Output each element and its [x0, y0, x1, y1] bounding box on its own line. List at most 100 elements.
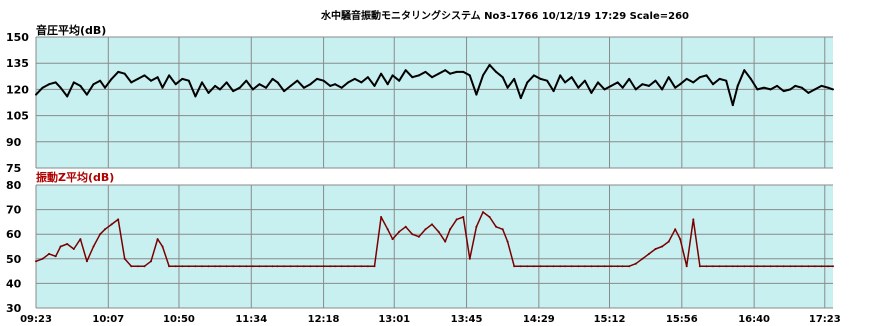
sound-data-point: [104, 86, 106, 89]
sound-data-point: [776, 84, 779, 87]
sound-data-point: [207, 91, 210, 94]
sound-y-tick-label: 150: [6, 31, 29, 44]
sound-data-point: [110, 77, 113, 80]
sound-data-point: [641, 83, 644, 86]
vib-data-point: [674, 228, 677, 231]
sound-data-point: [743, 69, 746, 72]
x-tick-label: 11:34: [235, 314, 267, 325]
sound-data-point: [54, 81, 57, 84]
sound-data-point: [238, 86, 241, 89]
vib-data-point: [380, 216, 383, 218]
x-tick-label: 10:07: [92, 314, 124, 325]
sound-data-point: [271, 77, 274, 80]
sound-data-point: [161, 86, 164, 89]
sound-data-point: [832, 88, 834, 91]
sound-data-point: [539, 77, 542, 80]
vib-data-point: [214, 265, 217, 268]
vib-data-point: [245, 265, 248, 268]
sound-data-point: [219, 88, 221, 91]
vib-data-point: [495, 225, 498, 228]
sound-data-point: [380, 72, 383, 75]
sound-data-point: [731, 104, 734, 107]
sound-data-point: [302, 86, 305, 89]
vib-data-point: [685, 265, 688, 268]
x-tick-label: 15:56: [666, 314, 698, 325]
vib-data-point: [85, 260, 88, 263]
vib-data-point: [104, 228, 106, 231]
sound-data-point: [807, 91, 810, 94]
sound-data-point: [616, 81, 619, 84]
vib-data-point: [194, 265, 197, 268]
sound-data-point: [366, 76, 369, 79]
vib-data-point: [583, 265, 586, 268]
vib-y-tick-label: 80: [6, 179, 22, 192]
vib-data-point: [482, 211, 484, 214]
vib-data-point: [79, 238, 82, 241]
sound-data-point: [769, 88, 772, 91]
sound-y-tick-label: 105: [6, 110, 29, 123]
vib-data-point: [431, 223, 433, 226]
vib-y-tick-label: 50: [6, 253, 22, 266]
vibration-plot-background: [36, 185, 833, 308]
vib-data-point: [265, 265, 268, 268]
x-tick-label: 15:12: [594, 314, 626, 325]
vib-data-point: [736, 265, 739, 268]
vib-data-point: [117, 218, 120, 221]
vib-data-point: [603, 265, 606, 268]
vib-data-point: [610, 265, 613, 268]
sound-data-point: [813, 88, 816, 91]
sound-data-point: [72, 81, 75, 84]
x-tick-label: 13:01: [378, 314, 410, 325]
vib-data-point: [832, 265, 834, 268]
sound-data-point: [265, 86, 268, 89]
vibration-grid: [35, 184, 833, 309]
sound-data-point: [692, 81, 695, 84]
sound-data-point: [360, 81, 363, 84]
sound-data-point: [340, 86, 343, 89]
vib-data-point: [800, 265, 803, 268]
vib-data-point: [437, 230, 440, 233]
x-tick-label: 14:29: [523, 314, 555, 325]
sound-data-point: [174, 83, 177, 86]
vib-data-point: [546, 265, 549, 268]
vib-data-point: [309, 265, 312, 268]
sound-points: [35, 63, 834, 107]
vib-data-point: [628, 265, 631, 268]
sound-data-point: [628, 77, 631, 80]
vib-data-point: [519, 265, 522, 268]
sound-data-point: [283, 90, 286, 93]
sound-data-point: [501, 76, 504, 79]
sound-data-point: [398, 79, 401, 82]
vibration-panel-title: 振動Z平均(dB): [36, 170, 114, 184]
sound-data-point: [634, 88, 637, 91]
sound-data-point: [85, 93, 88, 96]
sound-data-point: [820, 84, 823, 87]
vib-data-point: [130, 265, 133, 268]
sound-data-point: [789, 88, 792, 91]
sound-data-point: [621, 86, 624, 89]
sound-data-point: [685, 77, 688, 80]
vib-data-point: [168, 265, 171, 268]
vib-data-point: [123, 257, 126, 260]
sound-pressure-panel: 150 135 120 105 90 75 音圧平均(dB): [6, 23, 834, 175]
sound-data-point: [705, 74, 708, 77]
vib-data-point: [679, 238, 682, 241]
sound-data-point: [258, 83, 261, 86]
sound-data-point: [79, 84, 82, 87]
vib-data-point: [705, 265, 708, 268]
sound-data-point: [136, 77, 139, 80]
vib-data-point: [501, 228, 504, 231]
vib-data-point: [475, 225, 478, 228]
sound-data-point: [150, 79, 152, 82]
vib-data-point: [174, 265, 177, 268]
x-tick-label: 12:18: [308, 314, 340, 325]
vib-data-point: [749, 265, 752, 268]
sound-data-point: [329, 84, 332, 87]
vib-data-point: [136, 265, 139, 268]
sound-data-point: [718, 77, 721, 80]
sound-data-point: [117, 70, 120, 73]
vib-data-point: [207, 265, 210, 268]
sound-data-point: [559, 74, 562, 77]
vib-data-point: [404, 225, 407, 228]
sound-data-point: [698, 76, 701, 79]
